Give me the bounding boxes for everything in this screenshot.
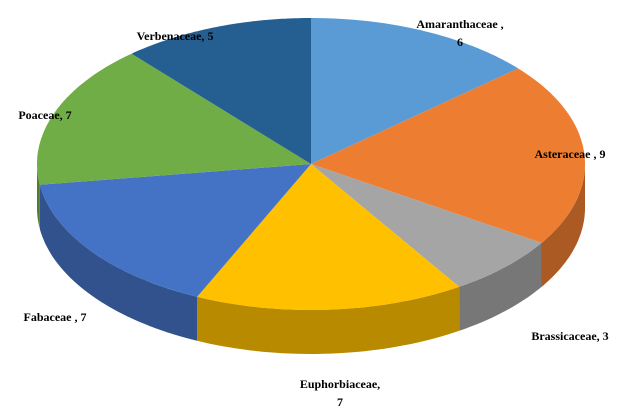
data-label: Poaceae, 7 <box>18 108 71 122</box>
slice <box>311 164 542 287</box>
data-label-name: Amaranthaceae , <box>416 17 503 31</box>
data-label-name: Asteraceae , <box>535 147 597 161</box>
data-label-value: 7 <box>80 310 86 324</box>
slice-side <box>197 286 460 354</box>
data-label-value: 7 <box>66 108 72 122</box>
slice-side <box>459 242 542 331</box>
data-label-value: 3 <box>603 329 609 343</box>
data-label-value: 6 <box>457 35 463 49</box>
slice <box>311 18 519 164</box>
slice <box>131 18 311 164</box>
slice-side <box>39 184 198 341</box>
slice-side <box>37 164 40 229</box>
slice <box>39 164 312 297</box>
data-label-value: 7 <box>337 395 343 409</box>
slice <box>311 68 585 243</box>
data-label: Brassicaceae, 3 <box>531 329 608 343</box>
data-label-name: Verbenaceae, <box>137 29 205 43</box>
data-label-value: 9 <box>599 147 605 161</box>
data-label-name: Fabaceae , <box>24 310 78 324</box>
slice <box>197 164 460 310</box>
data-label: Asteraceae , 9 <box>535 147 606 161</box>
data-label: Fabaceae , 7 <box>24 310 87 324</box>
data-label: Verbenaceae, 5 <box>137 29 214 43</box>
slice-side <box>541 164 585 287</box>
slice <box>37 53 311 185</box>
data-label-name: Euphorbiaceae, <box>300 377 380 391</box>
data-label-name: Brassicaceae, <box>531 329 599 343</box>
data-label-name: Poaceae, <box>18 108 62 122</box>
data-label-value: 5 <box>207 29 213 43</box>
